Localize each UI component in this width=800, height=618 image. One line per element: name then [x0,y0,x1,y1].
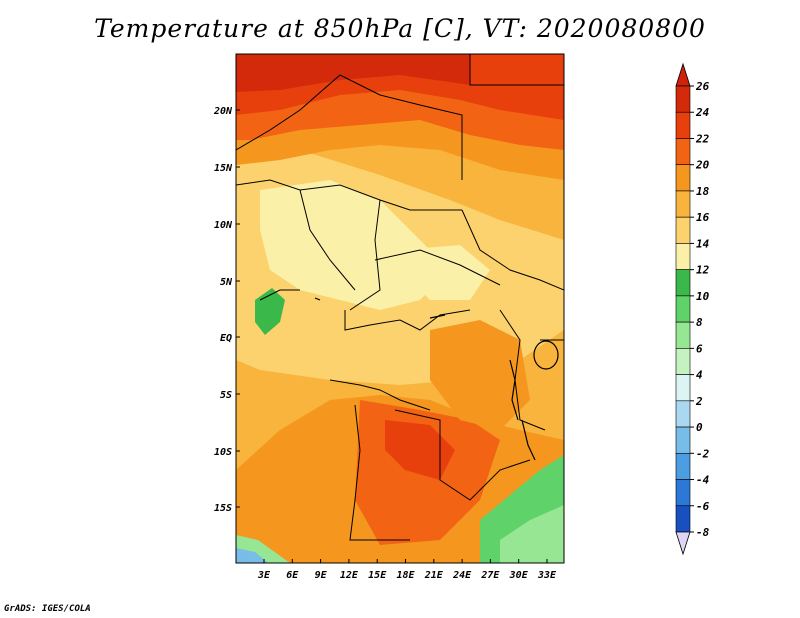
lat-tick-label: 15S [214,503,232,514]
country-borders [236,54,564,541]
colorbar-label: -8 [696,526,710,539]
colorbar-segment [675,138,691,166]
lat-tick-label: 20N [213,106,233,117]
lon-tick-label: 15E [368,570,387,581]
colorbar-segment [675,348,691,375]
latitude-axis: 20N 15N 10N 5N EQ 5S 10S 15S [213,106,240,514]
colorbar-label: 4 [696,369,703,382]
lon-tick-label: 18E [396,570,415,581]
colorbar-segment [675,164,691,192]
colorbar-segment [675,452,691,480]
colorbar-label: 20 [695,159,710,172]
lat-tick-label: 5S [220,390,232,401]
cool-patch-west [255,288,285,335]
colorbar-label: 8 [696,316,703,329]
colorbar-label: 10 [696,290,710,303]
colorbar-label: 14 [696,237,710,250]
colorbar-label: 22 [695,132,710,145]
colorbar-label: 24 [695,106,710,119]
colorbar-label: -2 [696,447,710,460]
credit-label: GrADS: IGES/COLA [4,604,91,614]
colorbar-label: 12 [696,264,710,277]
lon-tick-label: 9E [315,570,328,581]
colorbar-top-tip [675,62,691,87]
colorbar-label: 2 [695,395,703,408]
colorbar-label: -4 [696,474,710,487]
cool-patch-se2 [500,505,564,563]
cool-east [400,245,490,300]
coolest-band [260,180,450,310]
lat-tick-label: EQ [220,333,232,344]
lat-tick-label: 5N [220,277,233,288]
colorbar-segment [675,400,691,428]
lon-tick-label: 21E [424,570,444,581]
colorbar-label: 6 [696,342,703,355]
colorbar-label: 18 [696,185,710,198]
colorbar-label: -6 [696,500,710,513]
colorbar-segment [675,243,691,270]
colorbar-segment [675,426,691,454]
lat-tick-label: 15N [214,163,233,174]
lat-tick-label: 10N [214,220,233,231]
colorbar-segment [675,374,691,402]
colorbar-segment [675,269,691,297]
lon-tick-label: 27E [480,570,500,581]
lakes [314,297,559,461]
colorbar-label: 0 [696,421,703,434]
colorbar-segment [675,295,691,323]
temperature-field [236,54,564,563]
lon-tick-label: 24E [452,570,472,581]
east-warm [430,320,530,430]
colorbar-segment [675,479,691,507]
lon-tick-label: 12E [340,570,359,581]
colorbar-segment [675,321,691,349]
colorbar-segment [675,505,691,533]
colorbar-segment [675,111,691,139]
colorbar-bottom-tip [675,531,691,556]
lon-tick-label: 33E [537,570,557,581]
colorbar-label: 16 [696,211,710,224]
map-title: Temperature at 850hPa [C], VT: 202008080… [94,14,706,43]
north-hottest [236,54,470,92]
lon-tick-label: 6E [286,570,299,581]
cool-patch-sw2 [236,548,268,563]
colorbar-segment [675,85,691,113]
lon-tick-label: 3E [257,570,271,581]
lat-tick-label: 10S [214,447,232,458]
colorbar-segment [675,216,691,244]
longitude-axis: 3E 6E 9E 12E 15E 18E 21E 24E 27E 30E 33E [257,559,557,581]
map-frame [235,53,565,564]
lon-tick-label: 30E [509,570,529,581]
south-hotter [385,420,455,480]
colorbar-label: 26 [695,80,710,93]
colorbar-segment [675,190,691,218]
